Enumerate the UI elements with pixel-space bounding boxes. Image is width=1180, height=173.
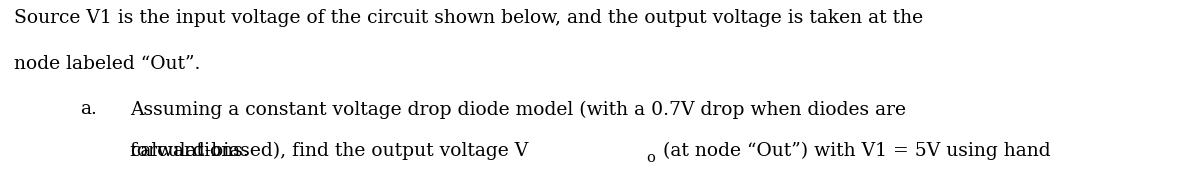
Text: (at node “Out”) with V1 = 5V using hand: (at node “Out”) with V1 = 5V using hand bbox=[657, 142, 1051, 160]
Text: forward-biased), find the output voltage V: forward-biased), find the output voltage… bbox=[130, 142, 527, 160]
Text: o: o bbox=[647, 151, 655, 165]
Text: node labeled “Out”.: node labeled “Out”. bbox=[14, 55, 201, 73]
Text: calculations.: calculations. bbox=[130, 142, 249, 160]
Text: a.: a. bbox=[80, 100, 97, 118]
Text: Assuming a constant voltage drop diode model (with a 0.7V drop when diodes are: Assuming a constant voltage drop diode m… bbox=[130, 100, 906, 119]
Text: Source V1 is the input voltage of the circuit shown below, and the output voltag: Source V1 is the input voltage of the ci… bbox=[14, 9, 923, 27]
